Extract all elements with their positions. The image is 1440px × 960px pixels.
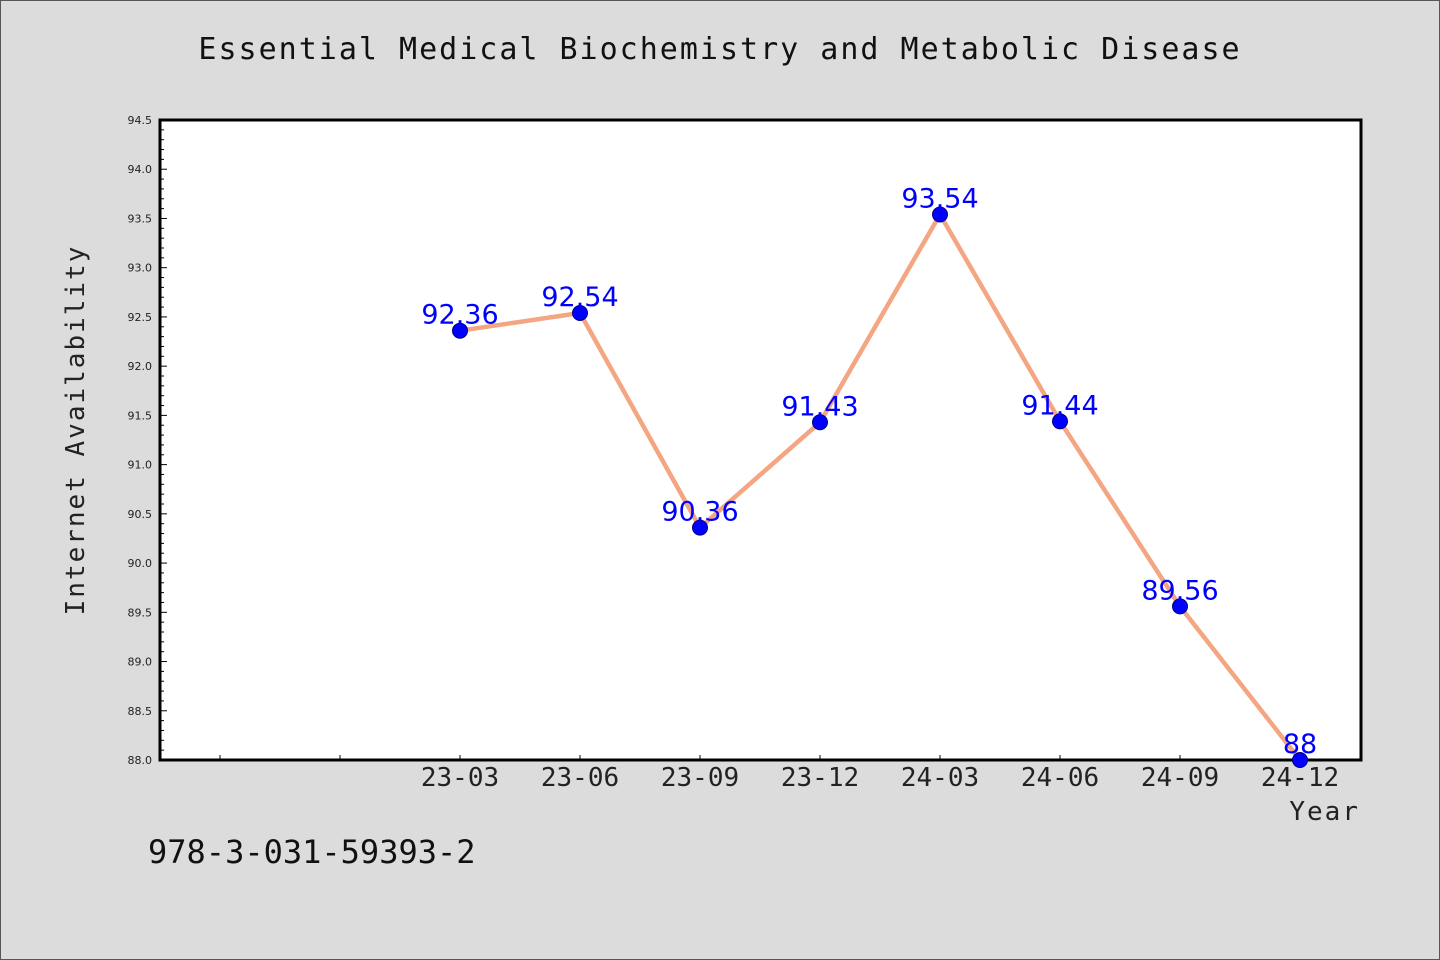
data-label: 93.54	[901, 184, 978, 215]
data-label: 92.36	[421, 300, 498, 331]
y-tick-label: 91.5	[128, 409, 153, 422]
x-tick-label: 24-03	[901, 763, 979, 793]
data-label: 91.43	[781, 391, 858, 422]
x-tick-label: 24-06	[1021, 763, 1099, 793]
markers-group	[452, 206, 1308, 768]
x-tick-label: 24-09	[1141, 763, 1219, 793]
y-axis: 88.0 88.5 89.0 89.5 90.0 90.5 91.0 91.5 92.0 92.5…	[128, 114, 167, 767]
y-tick-label: 89.0	[128, 656, 153, 669]
data-point	[1292, 752, 1308, 768]
data-label: 89.56	[1141, 575, 1218, 606]
data-label: 92.54	[541, 282, 618, 313]
x-tick-label: 23-03	[421, 763, 499, 793]
x-axis-title: Year	[1289, 797, 1360, 827]
y-tick-label: 88.5	[128, 705, 153, 718]
data-point	[452, 322, 468, 339]
data-point	[932, 206, 948, 223]
y-axis-title: Internet Availability	[61, 245, 91, 616]
data-label: 91.44	[1021, 390, 1098, 421]
x-tick-label: 23-12	[781, 763, 859, 793]
data-label: 88	[1283, 729, 1317, 760]
data-point	[1052, 413, 1068, 430]
y-tick-label: 93.0	[128, 262, 153, 275]
series-line-group	[459, 212, 1302, 762]
y-tick-label: 92.0	[128, 360, 153, 373]
y-tick-label: 90.0	[128, 557, 153, 570]
y-tick-label: 94.0	[128, 163, 153, 176]
data-point	[692, 519, 708, 536]
data-label: 90.36	[661, 497, 738, 528]
plot-area	[158, 118, 1363, 762]
x-axis: 23-03 23-06 23-09 23-12 24-03 24-06 24-09 24-12	[219, 755, 1339, 793]
y-tick-label: 88.0	[128, 754, 153, 767]
isbn-text: 978-3-031-59393-2	[148, 833, 476, 871]
data-point	[1172, 598, 1188, 615]
x-tick-label: 23-06	[541, 763, 619, 793]
data-labels-group: 92.36 92.54 90.36 91.43 93.54 91.44 89.56 88	[421, 184, 1317, 760]
y-tick-label: 93.5	[128, 212, 153, 225]
y-tick-label: 94.5	[128, 114, 153, 127]
y-tick-label: 90.5	[128, 508, 153, 521]
x-tick-label: 23-09	[661, 763, 739, 793]
series-line	[459, 212, 1302, 762]
chart-title: Essential Medical Biochemistry and Metab…	[198, 32, 1242, 67]
y-tick-label: 91.0	[128, 459, 153, 472]
y-tick-label: 92.5	[128, 311, 153, 324]
data-point	[572, 304, 588, 321]
data-point	[812, 414, 828, 431]
y-tick-label: 89.5	[128, 606, 153, 619]
